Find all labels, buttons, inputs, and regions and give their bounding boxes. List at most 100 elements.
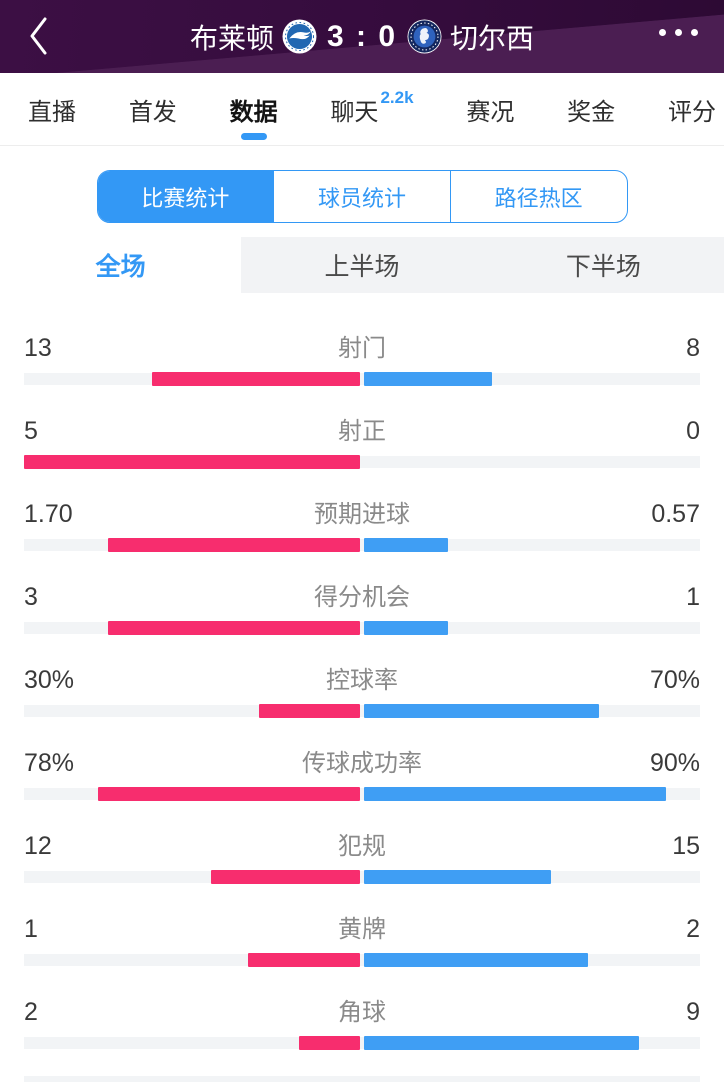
stat-name: 传球成功率 <box>302 750 422 777</box>
tab-label: 聊天 <box>330 98 379 126</box>
stat-row: 1.70 预期进球 0.57 <box>24 477 700 560</box>
away-stat-bar <box>364 372 493 386</box>
period-tabs: 全场 上半场 下半场 <box>0 237 724 293</box>
stat-home-value: 78% <box>24 749 75 777</box>
match-stats-list: 13 射门 8 5 射正 0 1.70 预期进球 0.57 <box>0 293 724 1058</box>
stat-away-value: 15 <box>672 832 700 860</box>
home-stat-bar <box>24 455 360 469</box>
stat-name: 犯规 <box>338 833 386 860</box>
period-first-half[interactable]: 上半场 <box>324 253 400 281</box>
home-stat-bar <box>108 621 360 635</box>
stat-bar-track <box>24 704 700 718</box>
stat-bar-track <box>24 787 700 801</box>
stat-home-value: 1 <box>24 915 38 943</box>
home-stat-bar <box>108 538 360 552</box>
stat-away-value: 0 <box>686 417 700 445</box>
stat-name: 射正 <box>338 418 386 445</box>
chat-count-badge: 2.2k <box>380 88 414 107</box>
stat-away-value: 9 <box>686 998 700 1026</box>
stat-row: 12 犯规 15 <box>24 809 700 892</box>
stat-away-value: 70% <box>649 666 700 694</box>
stat-home-value: 5 <box>24 417 38 445</box>
home-stat-bar <box>152 372 360 386</box>
stat-bar-track <box>24 538 700 552</box>
stat-name: 黄牌 <box>338 916 386 943</box>
stat-away-value: 1 <box>686 583 700 611</box>
tab-live[interactable]: 直播 <box>28 73 76 145</box>
stat-away-value: 0.57 <box>651 500 700 528</box>
chelsea-crest-icon <box>407 19 442 54</box>
more-menu-button[interactable] <box>659 22 698 42</box>
stat-row: 2 角球 9 <box>24 975 700 1058</box>
stat-away-value: 8 <box>686 334 700 362</box>
tab-chat[interactable]: 聊天 2.2k <box>330 73 413 145</box>
stats-segmented-control: 比赛统计 球员统计 路径热区 <box>96 170 628 223</box>
stat-home-value: 3 <box>24 583 38 611</box>
stat-row: 30% 控球率 70% <box>24 643 700 726</box>
stat-name: 得分机会 <box>314 584 410 611</box>
stat-name: 控球率 <box>326 667 398 694</box>
stat-bar-track <box>24 1036 700 1050</box>
stat-name: 射门 <box>338 335 386 362</box>
segment-match-stats[interactable]: 比赛统计 <box>97 171 274 222</box>
tab-label: 赛况 <box>466 98 515 126</box>
stat-home-value: 1.70 <box>24 500 73 528</box>
tab-label: 首发 <box>128 98 177 126</box>
ellipsis-icon <box>659 28 698 36</box>
away-stat-bar <box>364 538 449 552</box>
tab-label: 数据 <box>229 98 278 126</box>
stat-row: 3 得分机会 1 <box>24 560 700 643</box>
next-row-track-peek <box>24 1076 700 1082</box>
stat-row: 1 黄牌 2 <box>24 892 700 975</box>
stat-home-value: 2 <box>24 998 38 1026</box>
match-title: 布莱顿 3 : 0 切尔西 <box>190 17 534 57</box>
tab-lineup[interactable]: 首发 <box>129 73 177 145</box>
stat-bar-track <box>24 953 700 967</box>
segment-player-stats[interactable]: 球员统计 <box>273 171 450 222</box>
home-stat-bar <box>248 953 360 967</box>
brighton-crest-icon <box>282 19 317 54</box>
stat-bar-track <box>24 621 700 635</box>
away-team-name: 切尔西 <box>450 22 535 54</box>
stat-away-value: 2 <box>686 915 700 943</box>
tab-label: 奖金 <box>567 98 616 126</box>
away-stat-bar <box>364 870 551 884</box>
tab-label: 评分 <box>667 98 716 126</box>
stat-home-value: 13 <box>24 334 52 362</box>
period-second-half[interactable]: 下半场 <box>565 253 641 281</box>
tab-rating[interactable]: 评分 <box>668 73 716 145</box>
away-stat-bar <box>364 621 448 635</box>
tab-label: 直播 <box>28 98 76 126</box>
stat-away-value: 90% <box>649 749 700 777</box>
stat-name: 预期进球 <box>314 501 410 528</box>
stat-row: 78% 传球成功率 90% <box>24 726 700 809</box>
active-tab-indicator <box>240 133 267 140</box>
stat-row: 5 射正 0 <box>24 394 700 477</box>
home-team-name: 布莱顿 <box>189 22 274 54</box>
home-stat-bar <box>97 787 360 801</box>
stat-name: 角球 <box>338 999 386 1026</box>
main-tabbar: 直播 首发 数据 聊天 2.2k 赛况 奖金 评分 <box>0 73 724 146</box>
away-stat-bar <box>364 787 667 801</box>
tab-bonus[interactable]: 奖金 <box>567 73 615 145</box>
stat-home-value: 30% <box>24 666 75 694</box>
home-stat-bar <box>298 1036 360 1050</box>
period-full-match[interactable]: 全场 <box>0 237 242 293</box>
stat-home-value: 12 <box>24 832 52 860</box>
away-stat-bar <box>364 704 600 718</box>
home-stat-bar <box>259 704 360 718</box>
match-score: 3 : 0 <box>326 19 398 53</box>
stat-row: 13 射门 8 <box>24 311 700 394</box>
stat-bar-track <box>24 870 700 884</box>
home-stat-bar <box>210 870 360 884</box>
away-stat-bar <box>364 953 588 967</box>
segment-path-heatmap[interactable]: 路径热区 <box>449 171 627 222</box>
stat-bar-track <box>24 372 700 386</box>
tab-data[interactable]: 数据 <box>230 73 278 145</box>
back-button[interactable] <box>24 14 52 58</box>
match-header: 布莱顿 3 : 0 切尔西 <box>0 0 724 73</box>
tab-events[interactable]: 赛况 <box>466 73 514 145</box>
stat-bar-track <box>24 455 700 469</box>
away-stat-bar <box>364 1036 639 1050</box>
chevron-left-icon <box>29 16 47 56</box>
